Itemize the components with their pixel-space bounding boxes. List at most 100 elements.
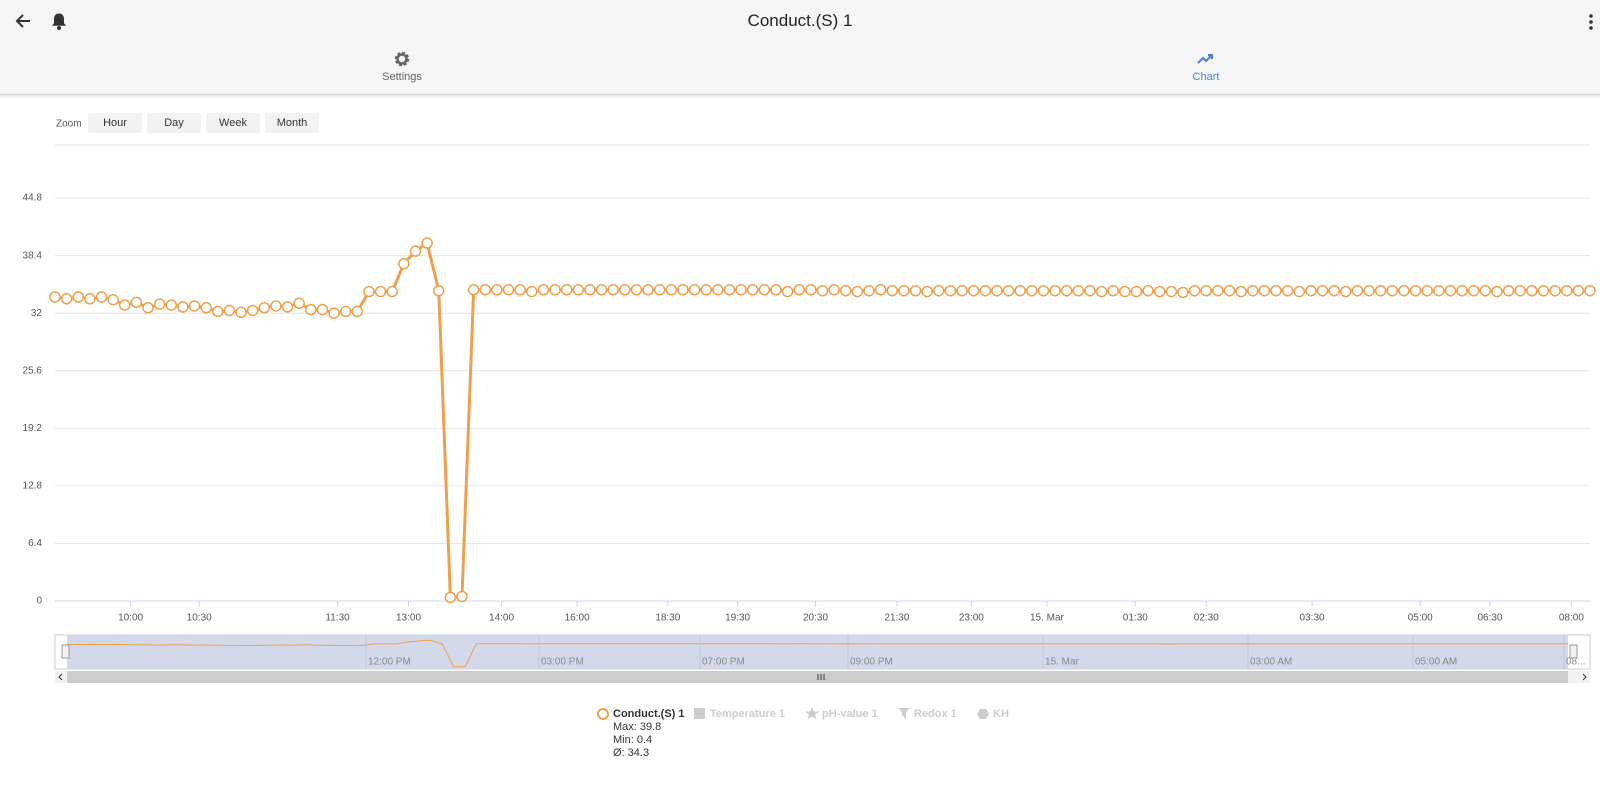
back-button[interactable] — [14, 12, 32, 30]
data-point — [281, 301, 294, 313]
data-point — [1374, 284, 1387, 297]
data-point — [95, 291, 108, 303]
x-tick-label: 06:30 — [1477, 613, 1502, 624]
data-point — [177, 301, 189, 313]
page-title: Conduct.(S) 1 — [747, 11, 853, 30]
data-point — [49, 291, 61, 303]
menu-button[interactable] — [1588, 13, 1594, 31]
legend-symbol — [977, 709, 989, 719]
data-point — [1165, 285, 1178, 298]
data-point — [328, 307, 340, 319]
data-point — [1572, 284, 1585, 297]
data-point — [1247, 284, 1259, 297]
notification-button[interactable] — [50, 12, 68, 31]
data-point — [572, 284, 585, 296]
data-point — [409, 245, 422, 257]
settings-tab[interactable]: Settings — [342, 50, 462, 83]
data-point — [1526, 284, 1538, 297]
data-point — [1177, 286, 1189, 299]
navigator-label: 12:00 PM — [368, 657, 411, 668]
legend-item[interactable]: Temperature 1 — [694, 708, 785, 720]
data-point — [514, 284, 526, 296]
data-point — [1537, 284, 1550, 297]
y-tick-label: 32 — [31, 308, 43, 319]
x-tick-label: 10:00 — [118, 613, 143, 624]
data-point — [1363, 284, 1375, 297]
data-point — [1037, 284, 1050, 297]
data-point — [270, 300, 282, 312]
data-point — [223, 304, 236, 317]
data-point — [339, 305, 352, 318]
data-point — [1084, 284, 1096, 297]
data-point — [967, 284, 980, 297]
navigator-handle[interactable] — [1569, 644, 1578, 659]
zoom-button[interactable]: Day — [147, 113, 201, 133]
data-point — [1049, 284, 1061, 297]
data-point — [526, 285, 538, 298]
data-point — [619, 284, 631, 296]
data-point — [456, 590, 468, 603]
data-point — [1584, 284, 1596, 297]
data-point — [258, 302, 271, 314]
data-point — [491, 284, 503, 296]
data-point — [1409, 284, 1422, 297]
y-tick-label: 19.2 — [23, 423, 43, 434]
data-point — [1456, 284, 1468, 297]
data-point — [72, 291, 85, 303]
data-point — [642, 284, 654, 296]
data-point — [886, 284, 899, 297]
legend-symbol — [898, 708, 910, 719]
data-point — [1421, 284, 1433, 297]
data-point — [735, 284, 747, 296]
data-point — [374, 285, 387, 298]
zoom-button[interactable]: Month — [265, 113, 319, 133]
data-point — [921, 285, 933, 298]
y-tick-label: 0 — [36, 596, 42, 607]
navigator-label: 03:00 PM — [541, 657, 584, 668]
data-point — [781, 285, 794, 298]
x-tick-label: 01:30 — [1123, 613, 1148, 624]
navigator-label: 07:00 PM — [702, 657, 745, 668]
data-point — [467, 284, 480, 296]
data-point — [398, 257, 410, 270]
y-tick-label: 44.8 — [23, 193, 43, 204]
x-tick-label: 03:30 — [1300, 613, 1325, 624]
data-point — [933, 284, 945, 297]
data-point — [305, 303, 317, 316]
data-point — [653, 284, 666, 296]
legend-label: KH — [993, 708, 1009, 720]
x-tick-label: 18:30 — [655, 613, 680, 624]
zoom-button[interactable]: Week — [206, 113, 260, 133]
data-point — [1281, 284, 1294, 297]
zoom-button-bg — [147, 113, 201, 133]
legend-label: pH-value 1 — [822, 708, 878, 720]
data-point — [677, 284, 689, 296]
data-point — [1072, 284, 1085, 297]
data-point — [1560, 284, 1573, 297]
data-point — [723, 284, 736, 296]
data-point — [1293, 285, 1306, 298]
data-point — [979, 284, 992, 297]
x-tick-label: 14:00 — [489, 613, 514, 624]
legend-item[interactable]: Redox 1 — [898, 708, 957, 720]
zoom-button-bg — [265, 113, 319, 133]
zoom-button-label: Hour — [103, 117, 127, 129]
zoom-button[interactable]: Hour — [88, 113, 142, 133]
data-point — [700, 284, 712, 296]
chart-tab[interactable]: Chart — [1146, 50, 1266, 83]
data-point — [1514, 284, 1526, 297]
data-point — [200, 302, 212, 314]
navigator-line — [66, 639, 1568, 668]
x-tick-label: 19:30 — [725, 613, 750, 624]
data-point — [1305, 284, 1317, 297]
y-tick-label: 25.6 — [23, 365, 43, 376]
navigator-selection — [67, 635, 1568, 669]
legend-item[interactable]: pH-value 1 — [805, 707, 878, 720]
navigator-handle[interactable] — [61, 644, 70, 659]
legend-stat: Min: 0.4 — [613, 734, 652, 746]
data-point — [165, 299, 178, 311]
data-point — [1444, 284, 1457, 297]
legend-item[interactable]: KH — [977, 708, 1009, 720]
